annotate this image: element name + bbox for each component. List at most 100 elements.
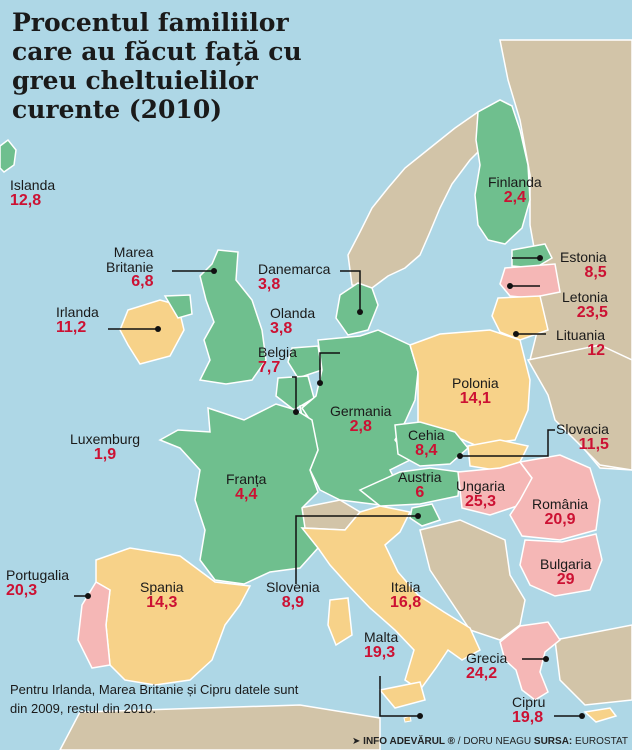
- country-name: Italia: [390, 579, 421, 595]
- brand-icon: ➤: [352, 736, 361, 747]
- region-nirlanda: [163, 294, 193, 319]
- label-luxemburg: Luxemburg 1,9: [70, 432, 140, 463]
- country-name: Spania: [140, 579, 184, 595]
- country-value: 24,2: [466, 664, 498, 682]
- land-balkans: [419, 519, 526, 641]
- label-slovacia: Slovacia 11,5: [556, 422, 609, 453]
- dot-malta: [417, 713, 423, 719]
- dot-danemarca: [357, 309, 363, 315]
- region-sardinia: [327, 597, 353, 647]
- region-cipru: [583, 707, 618, 723]
- country-name: Irlanda: [56, 304, 99, 320]
- credit-source-label: SURSA:: [533, 736, 573, 747]
- country-value: 6,8: [131, 273, 154, 291]
- region-islanda: [0, 138, 17, 173]
- country-value: 4,4: [235, 485, 258, 503]
- leader-danemarca: [340, 270, 361, 312]
- land-africa: [59, 704, 381, 750]
- label-letonia: Letonia 23,5: [562, 290, 608, 321]
- country-name: Lituania: [556, 327, 606, 343]
- country-name: Danemarca: [258, 261, 331, 277]
- title-line-2: care au făcut față cu: [12, 37, 302, 66]
- country-name: Grecia: [466, 650, 508, 666]
- region-sicilia: [378, 681, 426, 709]
- label-belgia: Belgia 7,7: [258, 345, 297, 376]
- country-name: Polonia: [452, 375, 499, 391]
- region-finlanda: [474, 99, 531, 245]
- region-irlanda: [119, 299, 185, 365]
- credit-brand: INFO ADEVĂRUL ®: [363, 736, 455, 747]
- country-name: Germania: [330, 403, 392, 419]
- country-name: Islanda: [10, 177, 56, 193]
- region-polonia: [409, 329, 531, 446]
- leader-dots: [85, 255, 585, 719]
- dot-slovenia: [415, 513, 421, 519]
- label-germania: Germania 2,8: [330, 404, 391, 435]
- dot-letonia: [507, 283, 513, 289]
- land-turkey: [554, 624, 632, 706]
- country-value: 14,3: [146, 593, 178, 611]
- country-value: 2,8: [349, 417, 372, 435]
- land-ukraine: [526, 344, 632, 471]
- country-value: 6: [415, 483, 425, 501]
- dot-lituania: [513, 331, 519, 337]
- country-value: 11,2: [56, 318, 87, 336]
- label-franta: Franța 4,4: [226, 472, 266, 503]
- credit-source: EUROSTAT: [575, 736, 628, 747]
- country-name: Letonia: [562, 289, 608, 305]
- country-value: 3,8: [270, 319, 293, 337]
- label-irlanda: Irlanda 11,2: [56, 305, 99, 336]
- region-grecia: [499, 621, 562, 701]
- country-name-line-1: Marea: [113, 244, 154, 260]
- dot-grecia: [543, 656, 549, 662]
- region-belgia: [275, 375, 315, 411]
- country-value: 12: [587, 341, 606, 359]
- page-title: Procentul familiilor care au făcut față …: [12, 8, 332, 124]
- label-cipru: Cipru 19,8: [512, 695, 545, 726]
- country-name: Slovacia: [556, 421, 609, 437]
- country-name: Malta: [364, 629, 399, 645]
- label-bulgaria: Bulgaria 29: [540, 557, 591, 588]
- country-value: 8,5: [584, 263, 607, 281]
- region-letonia: [499, 263, 561, 299]
- country-name: Bulgaria: [540, 556, 592, 572]
- dot-estonia: [537, 255, 543, 261]
- dot-portugalia: [85, 593, 91, 599]
- country-value: 20,9: [544, 510, 576, 528]
- region-romania: [509, 454, 601, 541]
- leader-belgia: [292, 376, 297, 412]
- label-grecia: Grecia 24,2: [466, 651, 507, 682]
- label-cehia: Cehia 8,4: [408, 428, 445, 459]
- country-value: 19,3: [364, 643, 396, 661]
- country-name-line-2: Britanie: [106, 258, 154, 275]
- dot-cipru: [579, 713, 585, 719]
- country-name: Portugalia: [6, 567, 70, 583]
- label-islanda: Islanda 12,8: [10, 178, 55, 209]
- country-value: 8,9: [281, 593, 304, 611]
- region-portugalia: [77, 580, 111, 669]
- country-value: 2,4: [503, 188, 526, 206]
- country-name: Slovenia: [266, 579, 320, 595]
- country-name: Estonia: [560, 249, 607, 265]
- country-value: 16,8: [390, 593, 422, 611]
- title-line-4: curente (2010): [12, 95, 223, 124]
- country-name: Cipru: [512, 694, 546, 710]
- country-value: 7,7: [258, 358, 281, 376]
- label-ungaria: Ungaria 25,3: [456, 479, 505, 510]
- dot-slovacia: [457, 453, 463, 459]
- label-danemarca: Danemarca 3,8: [258, 262, 330, 293]
- country-name: Olanda: [270, 305, 316, 321]
- country-name: Cehia: [408, 427, 445, 443]
- label-italia: Italia 16,8: [390, 580, 421, 611]
- country-value: 25,3: [464, 492, 497, 510]
- footnote: Pentru Irlanda, Marea Britanie și Cipru …: [10, 682, 299, 716]
- leader-lines: [74, 257, 582, 717]
- title-line-3: greu cheltuielilor: [12, 66, 258, 95]
- country-name: Finlanda: [488, 174, 542, 190]
- credit-line: ➤ INFO ADEVĂRUL ® / DORU NEAGU SURSA: EU…: [352, 736, 628, 747]
- label-marea-britanie: Marea Britanie 6,8: [106, 245, 153, 291]
- country-value: 11,5: [578, 435, 609, 453]
- dot-marea-britanie: [211, 268, 217, 274]
